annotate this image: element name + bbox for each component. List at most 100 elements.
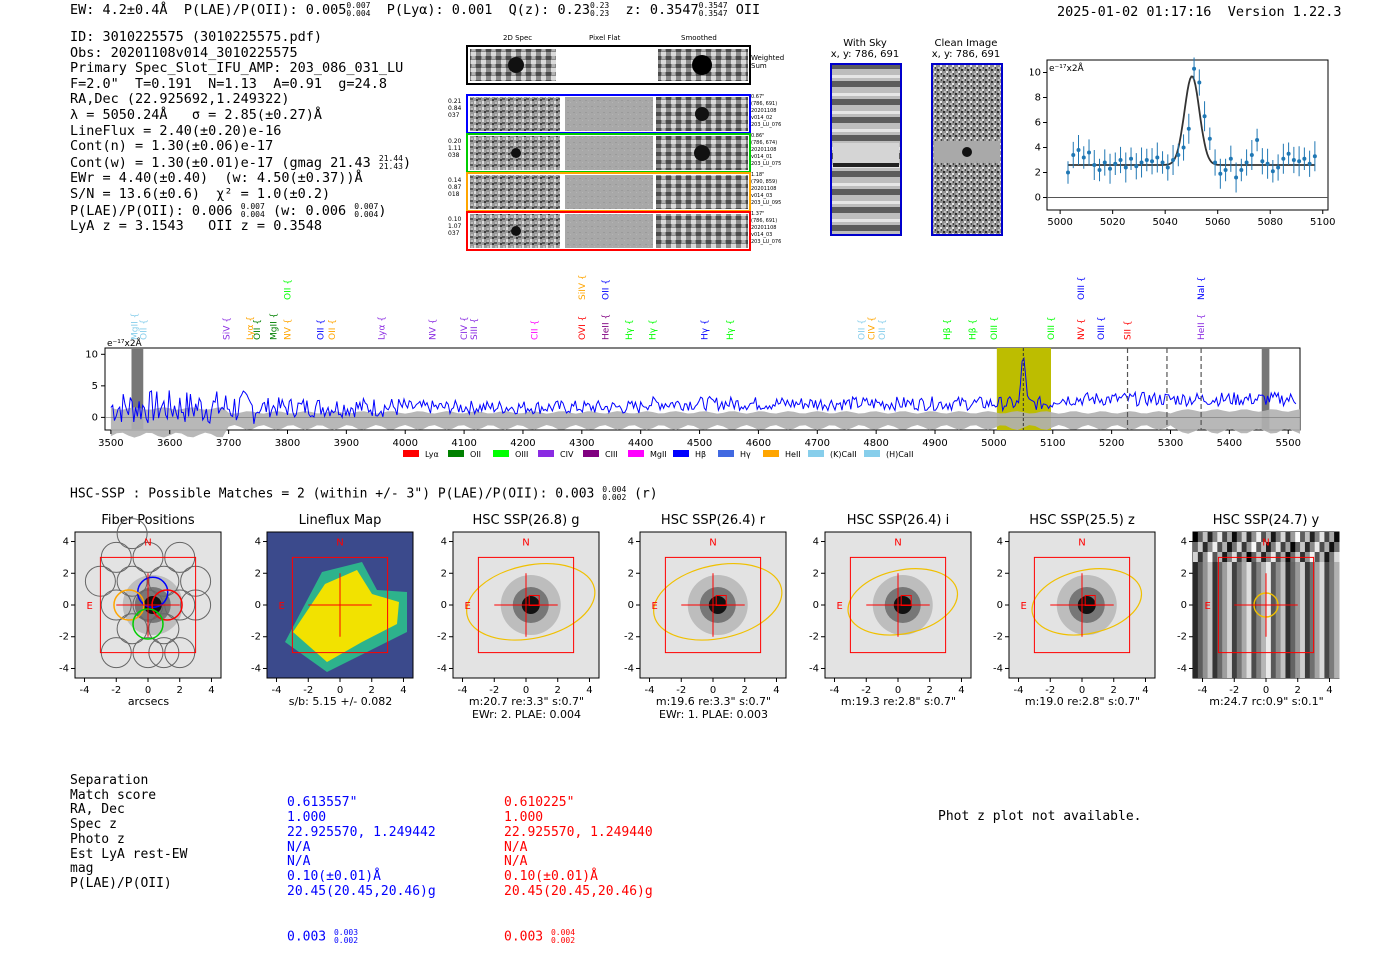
panel-image: N E -4 -4 -2 -2 0 0 2 2 4 4 [59,518,222,696]
detection-info: ID: 3010225575 (3010225575.pdf) Obs: 2020… [70,29,411,235]
north-label: N [522,538,529,549]
y-band-noise [1329,552,1335,562]
legend-label: OII [470,450,481,459]
y-band-noise [1246,542,1252,552]
legend-swatch [493,450,509,457]
panel-xtick-label: -4 [645,685,655,696]
panel-ytick-label: -4 [993,663,1003,674]
y-band-stripe [1309,562,1316,678]
panel-caption-2: EWr: 2. PLAE: 0.004 [471,708,582,721]
imaging-panel: HSC SSP(26.4) r N E -4 -4 -2 -2 0 0 2 2 4 4 m:19.6 re… [616,510,791,730]
zoom-ytick-label: 2 [1035,168,1041,179]
spectral-line-label: OII { [139,319,149,340]
info-plae-up: 0.007 [240,201,265,211]
zoom-data-point [1144,158,1149,162]
y-band-stripe [1275,562,1282,678]
zoom-data-point [1202,114,1207,119]
legend-swatch [628,450,644,457]
spectral-line-label: NV { [283,319,293,340]
y-band-noise [1251,542,1257,552]
y-band-noise [1212,552,1218,562]
match-1-plae-up: 0.003 [333,927,359,937]
legend-label: (H)CaII [886,450,913,459]
zoom-fit-curve [1068,75,1315,166]
info-contn: Cont(n) = 1.30(±0.06)e-17 [70,138,274,155]
panel-xtick-label: 0 [1263,685,1269,696]
y-band-stripe [1246,562,1252,678]
panel-xtick-label: -4 [80,685,90,696]
y-band-noise [1222,532,1228,542]
spectral-line-label: CIV { [867,316,877,340]
y-band-noise [1193,552,1199,562]
weighted-sum-label: Weighted Sum [751,54,785,70]
y-band-noise [1324,532,1330,542]
y-band-noise [1231,542,1238,552]
row-4-vals: 0.10 1.07 037 [448,216,462,237]
spectral-line-label: SIII { [470,318,480,340]
zoom-data-point [1291,158,1296,162]
y-band-stripe [1280,562,1286,678]
header-qz-dn: 0.23 [589,9,610,18]
panel-xtick-label: 2 [1111,685,1117,696]
search-box [99,556,197,654]
panel-title: Lineflux Map [298,513,382,528]
info-obs: Obs: 20201108v014_3010225575 [70,44,298,61]
y-band-stripe [1334,562,1340,678]
spectral-line-label: NaI { [1197,277,1207,301]
y-band-noise [1319,542,1325,552]
header-right: 2025-01-02 01:17:16 Version 1.22.3 [1057,4,1342,20]
imaging-panel: HSC SSP(26.4) i N E -4 -4 -2 -2 0 0 2 2 4 4 m:19.3 re… [801,510,976,730]
y-band-stripe [1241,562,1248,678]
search-box [1217,556,1315,654]
info-fparams: F=2.0" T=0.191 N=1.13 A=0.91 g=24.8 [70,75,387,92]
panel-ytick-label: 4 [997,537,1003,548]
y-band-noise [1329,542,1335,552]
panel-ytick-label: 0 [255,600,261,611]
north-label: N [709,538,716,549]
spectrum-flux-line [110,356,1297,424]
north-label: N [336,538,343,549]
panel-xtick-label: 0 [1079,685,1085,696]
y-band-noise [1324,542,1330,552]
panel-ytick-label: -4 [624,663,634,674]
panel-xtick-label: -4 [458,685,468,696]
panel-ytick-label: -4 [59,663,69,674]
with-sky-image [830,63,902,236]
panel-ytick-label: -2 [624,632,634,643]
panel-xtick-label: 4 [1142,685,1148,696]
spec-xtick-label: 3600 [157,438,182,449]
header-z: z: 0.3547 [625,2,699,18]
y-band-stripe [1290,562,1296,678]
spec-xtick-label: 4200 [510,438,535,449]
spectral-line-label: OIII { [1047,316,1057,340]
panel-caption: m:20.7 re:3.3" s:0.7" [468,695,585,708]
panel-xtick-label: 2 [927,685,933,696]
y-band-noise [1280,532,1286,542]
zoom-data-point [1087,150,1092,155]
east-label: E [465,601,471,612]
panel-ytick-label: -2 [59,632,69,643]
spec-xtick-label: 3800 [275,438,300,449]
panel-xtick-label: -2 [1045,685,1055,696]
header-plae-dn: 0.004 [346,9,371,18]
hsc-title-text: HSC-SSP : Possible Matches = 2 (within +… [70,486,595,502]
y-band-noise [1314,552,1321,562]
zoom-data-point [1297,159,1302,164]
zoom-data-point [1134,164,1139,169]
col-smoothed: Smoothed [681,34,717,42]
y-band-stripe [1197,562,1204,678]
panel-xtick-label: 0 [710,685,716,696]
spectral-line-label: OII { [283,279,293,300]
y-band-noise [1207,532,1213,542]
zoom-data-point [1150,159,1155,164]
panel-ytick-label: -2 [251,632,261,643]
legend-swatch [403,450,419,457]
row-1-info: 0.67" (786, 691) 20201108 v014_02 203_LU… [751,94,782,128]
aperture-ellipse [653,563,783,641]
col-2d-spec: 2D Spec [503,34,533,42]
spectral-line-label: OII { [857,319,867,340]
y-band-noise [1197,532,1204,542]
info-ewr: EWr = 4.40(±0.40) (w: 4.50(±0.37))Å [70,170,363,187]
clean-title: Clean Image x, y: 786, 691 [930,38,1002,60]
search-box [1033,556,1131,654]
